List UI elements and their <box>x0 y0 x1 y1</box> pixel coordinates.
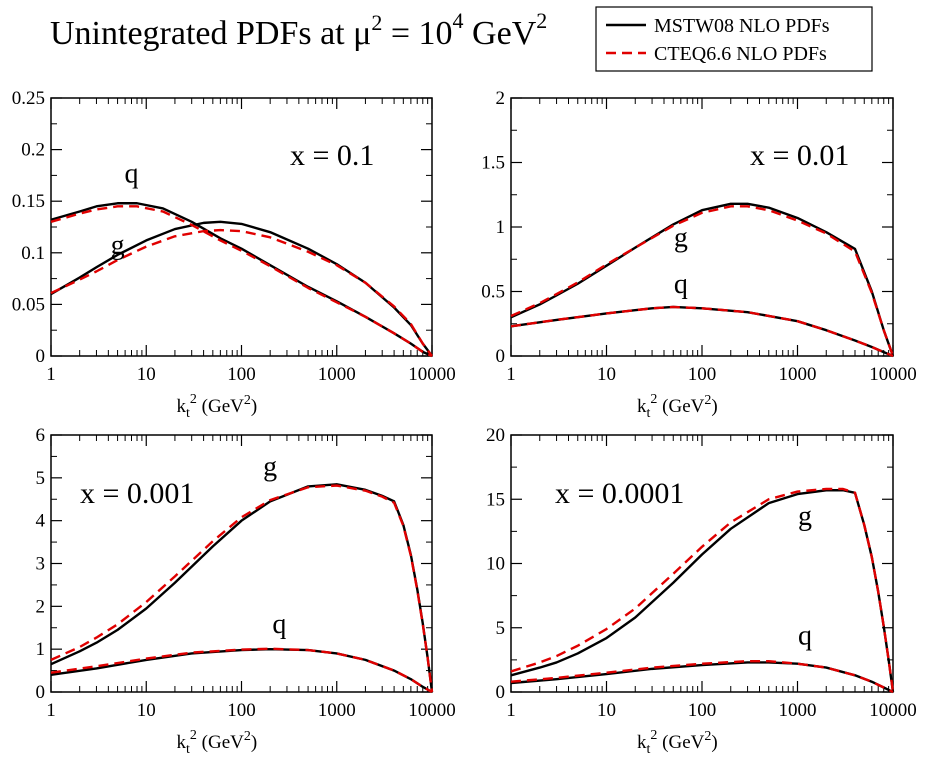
x-tick-label: 10000 <box>408 364 456 385</box>
series-line-cteq-q <box>50 205 433 358</box>
series-line-cteq-g <box>510 487 895 693</box>
y-tick-label: 1 <box>36 639 46 660</box>
x-tick-label: 1 <box>46 700 56 721</box>
series-line-cteq-g <box>510 205 895 357</box>
y-tick-label: 4 <box>36 511 46 532</box>
panel-label: x = 0.1 <box>290 139 374 172</box>
series-line-cteq-q <box>510 305 894 358</box>
series-line-cteq-g <box>50 484 434 693</box>
y-tick-label: 2 <box>496 88 506 109</box>
series-line-mstw-q <box>50 202 433 358</box>
y-tick-label: 0.5 <box>481 282 505 303</box>
x-tick-label: 100 <box>688 700 717 721</box>
x-axis-label: kt2 (GeV2) <box>177 392 258 421</box>
series-line-cteq-q <box>510 659 894 694</box>
curve-label-q: q <box>798 620 812 651</box>
x-axis-label: kt2 (GeV2) <box>637 392 718 421</box>
series-line-mstw-g <box>510 489 895 693</box>
panel-1: 1 10 100 1000 10000 0 0.05 0.1 0.15 0.2 0.25 kt2 (G… <box>12 88 456 421</box>
plot-frame <box>510 434 894 693</box>
legend-box <box>595 6 873 72</box>
curve-label-g: g <box>111 230 125 261</box>
y-tick-label: 0 <box>36 682 46 703</box>
figure-title: Unintegrated PDFs at μ2 = 104 GeV2 <box>50 8 547 52</box>
y-tick-label: 1.5 <box>481 153 505 174</box>
y-tick-label: 10 <box>486 554 505 575</box>
panel-label: x = 0.0001 <box>555 477 684 510</box>
series-line-cteq-g <box>50 228 433 357</box>
panel-2: 1 10 100 1000 10000 0 0.5 1 1.5 2 kt2 (GeV2) gq x = … <box>481 88 917 421</box>
y-tick-label: 6 <box>36 425 46 446</box>
x-tick-label: 1 <box>46 364 56 385</box>
x-tick-label: 10000 <box>869 364 917 385</box>
x-tick-label: 10 <box>137 364 156 385</box>
y-tick-label: 5 <box>36 468 46 489</box>
y-tick-label: 2 <box>36 596 46 617</box>
x-tick-label: 1 <box>506 364 516 385</box>
y-tick-label: 5 <box>496 618 506 639</box>
y-tick-label: 1 <box>496 217 506 238</box>
y-tick-label: 0.05 <box>12 294 45 315</box>
y-tick-label: 0.2 <box>21 140 45 161</box>
y-tick-label: 0 <box>36 346 46 367</box>
series-line-mstw-g <box>50 483 434 693</box>
legend: MSTW08 NLO PDFs CTEQ6.6 NLO PDFs <box>595 6 873 72</box>
x-tick-label: 1000 <box>779 364 817 385</box>
panel-4: 1 10 100 1000 10000 0 5 10 15 20 kt2 (GeV2) g q x = 0… <box>486 425 917 757</box>
x-tick-label: 10 <box>137 700 156 721</box>
x-tick-label: 100 <box>227 364 256 385</box>
curve-label-q: q <box>674 269 688 300</box>
x-tick-label: 10000 <box>408 700 456 721</box>
x-tick-label: 100 <box>227 700 256 721</box>
series-line-mstw-g <box>50 220 433 357</box>
y-tick-label: 0 <box>496 346 506 367</box>
x-axis-label: kt2 (GeV2) <box>637 728 718 757</box>
x-tick-label: 100 <box>688 364 717 385</box>
plot-frame <box>50 97 433 357</box>
x-tick-label: 10000 <box>869 700 917 721</box>
y-tick-label: 15 <box>486 489 505 510</box>
x-axis-label: kt2 (GeV2) <box>177 728 258 757</box>
plot-frame <box>50 434 433 693</box>
y-tick-label: 0.25 <box>12 88 45 109</box>
x-tick-label: 10 <box>597 364 616 385</box>
curve-label-g: g <box>798 501 812 532</box>
panel-label: x = 0.001 <box>80 477 194 510</box>
curve-label-g: g <box>674 222 688 253</box>
series-line-cteq-q <box>50 647 433 694</box>
y-tick-label: 0.1 <box>21 243 45 264</box>
y-tick-label: 0.15 <box>12 191 45 212</box>
curve-label-q: q <box>272 609 286 640</box>
legend-label-cteq: CTEQ6.6 NLO PDFs <box>654 43 827 65</box>
legend-label-mstw: MSTW08 NLO PDFs <box>654 15 830 37</box>
y-tick-label: 20 <box>486 425 505 446</box>
x-tick-label: 1000 <box>779 700 817 721</box>
curve-label-g: g <box>263 452 277 483</box>
panel-label: x = 0.01 <box>750 139 849 172</box>
y-tick-label: 3 <box>36 554 46 575</box>
x-tick-label: 1 <box>506 700 516 721</box>
series-line-mstw-q <box>510 661 894 694</box>
x-tick-label: 1000 <box>318 364 356 385</box>
x-tick-label: 10 <box>597 700 616 721</box>
y-tick-label: 0 <box>496 682 506 703</box>
x-tick-label: 1000 <box>318 700 356 721</box>
curve-label-q: q <box>124 159 138 190</box>
